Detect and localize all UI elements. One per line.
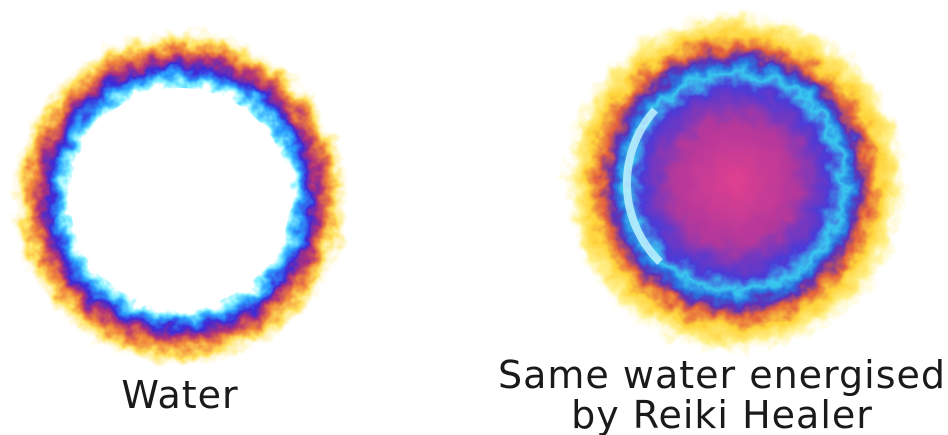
energised-aura [563, 10, 907, 354]
caption: Same water energised [498, 353, 946, 397]
scene: Water Same water energised by Reiki Heal… [0, 0, 948, 435]
caption: Water [121, 373, 238, 417]
energised-water-image [563, 10, 907, 354]
plain-water-image [12, 30, 348, 366]
caption: by Reiki Healer [571, 393, 873, 435]
page: {"captions": {"left": "Water", "right_li… [0, 0, 948, 435]
water-center [70, 88, 290, 308]
